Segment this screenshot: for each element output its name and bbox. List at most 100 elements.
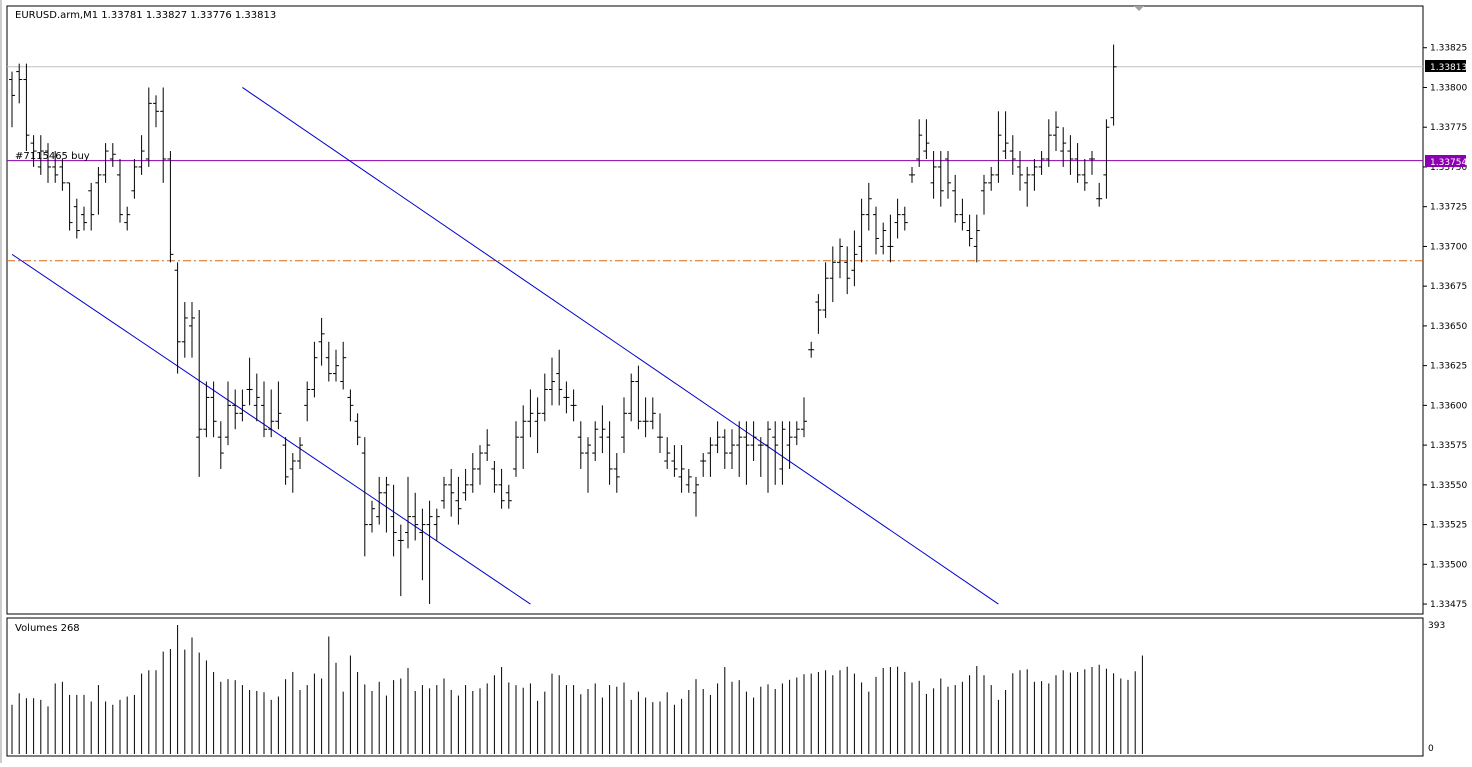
order-price-badge: 1.33754 — [1425, 155, 1467, 168]
ohlc-bar — [1024, 166, 1031, 207]
ohlc-bar — [1060, 127, 1067, 167]
ohlc-bar — [131, 159, 138, 199]
volume-panel-frame — [6, 617, 1424, 757]
ohlc-bar — [793, 421, 800, 446]
ohlc-bar — [714, 421, 721, 454]
ohlc-bar — [1081, 159, 1088, 191]
ohlc-bar — [628, 373, 635, 422]
ohlc-bar — [225, 381, 231, 446]
ohlc-bar — [462, 468, 469, 501]
ohlc-bar — [203, 381, 210, 438]
ohlc-bar — [541, 373, 548, 422]
ohlc-bar — [9, 71, 15, 128]
price-tick-label: 1.33625 — [1430, 362, 1467, 372]
ohlc-bar — [887, 214, 894, 263]
ohlc-bar — [469, 453, 476, 493]
price-panel-frame — [6, 5, 1424, 615]
ohlc-bar — [685, 468, 692, 493]
ohlc-bar — [448, 468, 455, 517]
ohlc-bar — [757, 437, 764, 477]
ohlc-bar — [844, 246, 851, 295]
ohlc-bar — [117, 159, 123, 223]
volume-max-label: 393 — [1428, 621, 1445, 631]
ohlc-bar — [66, 182, 73, 231]
ohlc-bar — [621, 397, 627, 454]
ohlc-bar — [1110, 44, 1117, 126]
price-bars — [9, 44, 1117, 605]
ohlc-bar — [952, 174, 959, 223]
ohlc-bar — [937, 151, 944, 207]
ohlc-bar — [282, 437, 289, 485]
ohlc-bar — [138, 135, 145, 175]
price-tick-label: 1.33475 — [1430, 600, 1467, 610]
price-tick-label: 1.33525 — [1430, 521, 1467, 531]
price-tick-label: 1.33675 — [1430, 282, 1467, 292]
ohlc-bar — [973, 214, 980, 263]
price-tick-label: 1.33550 — [1430, 481, 1467, 491]
ohlc-bar — [549, 357, 555, 406]
ohlc-bar — [1038, 151, 1045, 175]
current-price-badge: 1.33813 — [1425, 60, 1467, 73]
price-tick-label: 1.33725 — [1430, 203, 1467, 213]
price-tick-label: 1.33650 — [1430, 322, 1467, 332]
ohlc-bar — [325, 341, 332, 382]
ohlc-bar — [1074, 143, 1081, 183]
ohlc-bar — [484, 429, 491, 461]
ohlc-bar — [1031, 159, 1038, 191]
current-price-label: 1.33813 — [1430, 63, 1467, 73]
ohlc-bar — [750, 421, 757, 461]
ohlc-bar — [189, 302, 195, 358]
ohlc-bar — [181, 302, 188, 358]
ohlc-bar — [412, 492, 419, 541]
ohlc-bar — [405, 476, 411, 549]
ohlc-bar — [102, 143, 109, 183]
ohlc-bar — [433, 508, 440, 541]
price-tick-label: 1.33700 — [1430, 242, 1467, 252]
ohlc-bar — [88, 182, 95, 231]
ohlc-bar — [1096, 182, 1103, 207]
ohlc-bar — [81, 206, 87, 231]
ohlc-bar — [505, 484, 512, 509]
ohlc-bar — [786, 421, 793, 469]
ohlc-bar — [815, 294, 822, 334]
ohlc-bar — [297, 437, 303, 469]
ohlc-bar — [729, 429, 735, 469]
ohlc-bar — [124, 206, 131, 231]
ohlc-bar — [693, 476, 699, 517]
ohlc-bar — [354, 413, 361, 446]
ohlc-bar — [707, 437, 714, 477]
ohlc-bar — [909, 166, 915, 183]
ohlc-bar — [376, 476, 383, 525]
ohlc-bar — [275, 381, 282, 430]
ohlc-bar — [73, 198, 80, 239]
ohlc-bar — [246, 357, 253, 406]
ohlc-bar — [606, 421, 613, 485]
ohlc-bar — [210, 381, 217, 438]
ohlc-bar — [311, 341, 318, 398]
ohlc-bar — [772, 421, 779, 485]
ohlc-bar — [577, 421, 584, 469]
price-tick-label: 1.33600 — [1430, 401, 1467, 411]
ohlc-bar — [527, 389, 534, 438]
ohlc-bar — [153, 95, 159, 128]
ohlc-bar — [340, 341, 347, 390]
ohlc-bar — [383, 476, 390, 533]
ohlc-bar — [865, 182, 872, 231]
ohlc-bar — [347, 389, 354, 422]
ohlc-bar — [261, 381, 267, 438]
ohlc-bar — [743, 421, 750, 485]
ohlc-bar — [563, 381, 570, 414]
chart-shift-marker-icon[interactable] — [1134, 6, 1144, 11]
ohlc-bar — [318, 317, 325, 366]
ohlc-bar — [45, 143, 51, 183]
ohlc-bar — [37, 135, 44, 175]
ohlc-bar — [268, 389, 275, 438]
ohlc-bar — [1067, 135, 1074, 175]
ohlc-bar — [851, 230, 858, 287]
ohlc-bar — [109, 143, 116, 167]
ohlc-bar — [1089, 151, 1095, 175]
ohlc-bar — [649, 397, 656, 430]
ohlc-bar — [995, 111, 1002, 183]
